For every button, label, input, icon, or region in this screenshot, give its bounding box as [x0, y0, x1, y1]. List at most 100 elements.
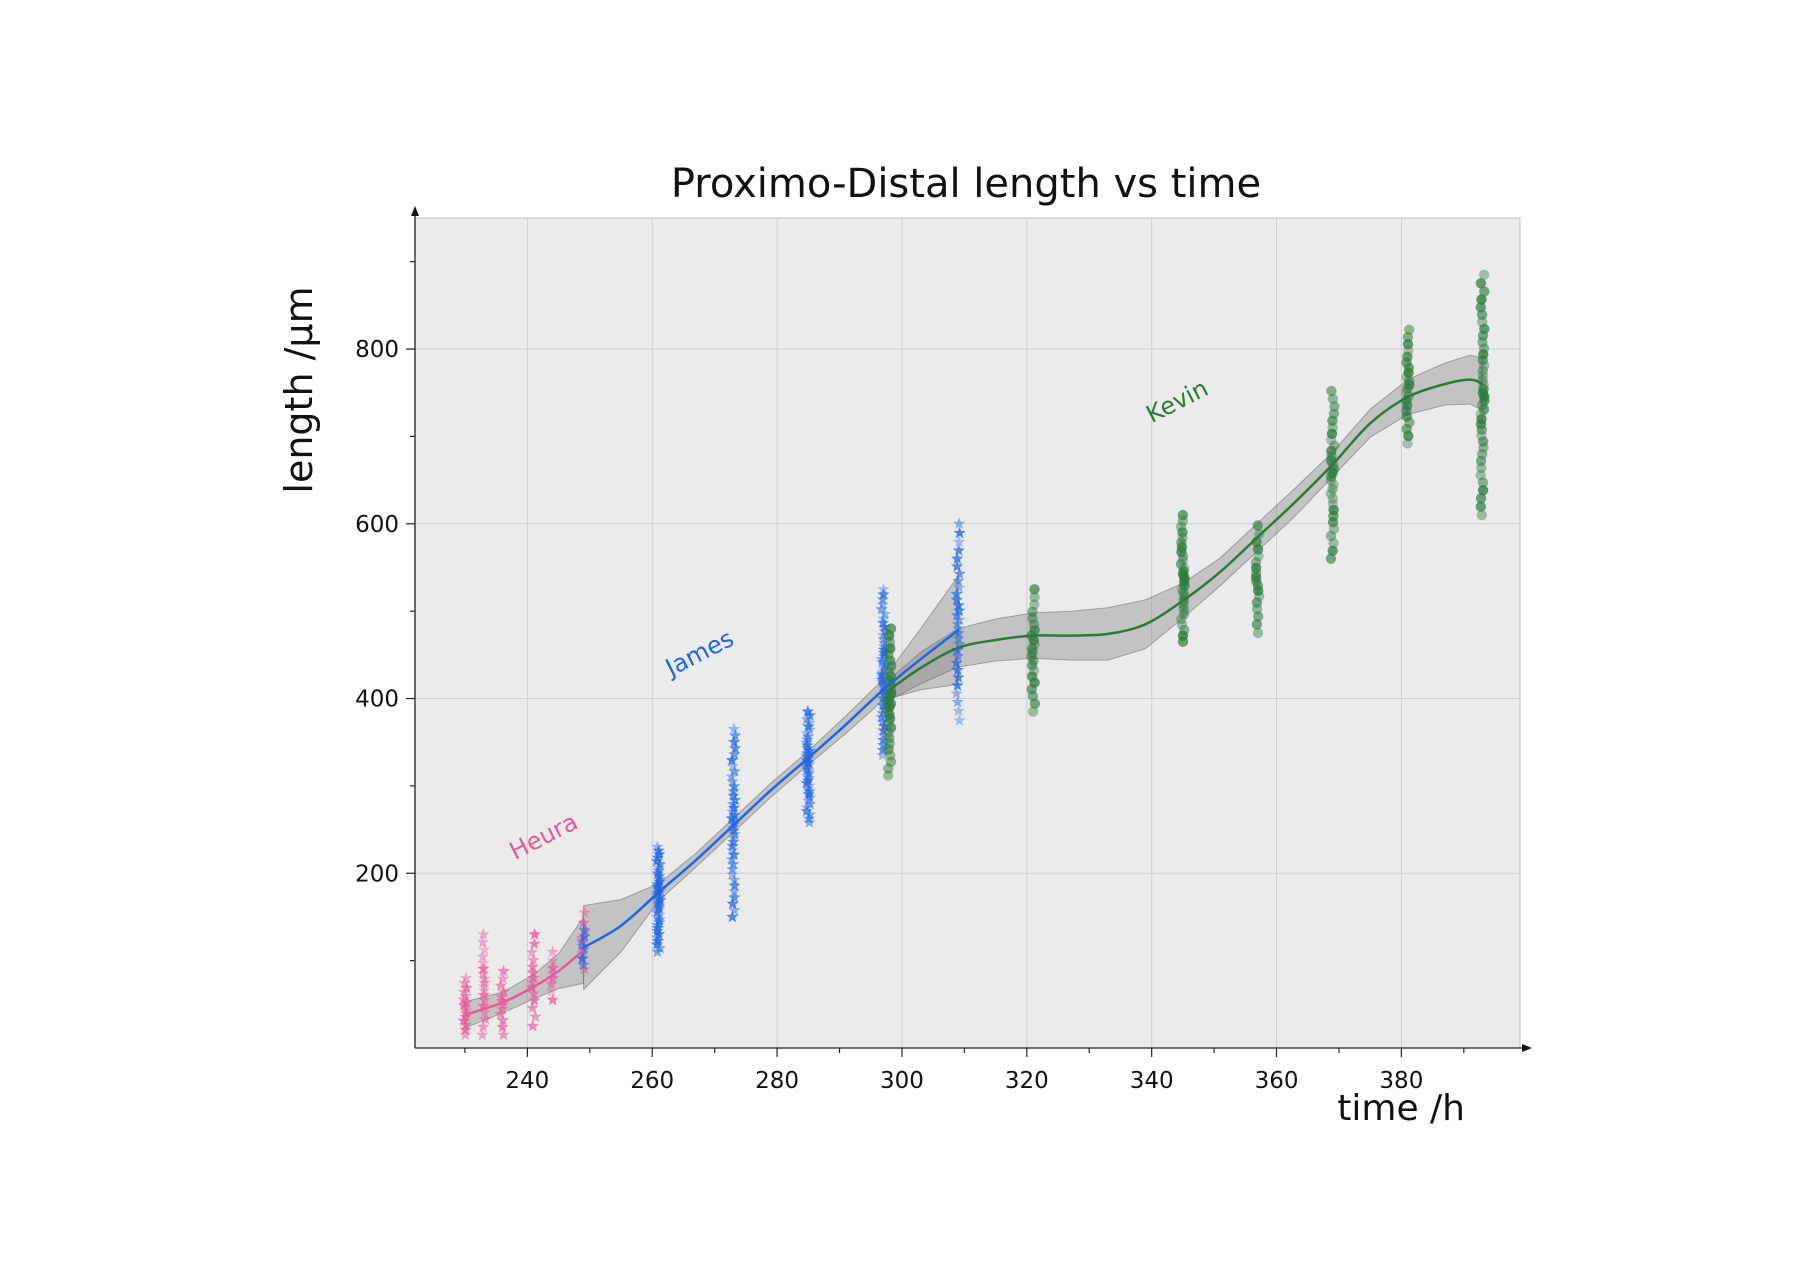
data-point	[478, 943, 491, 956]
data-point	[726, 759, 739, 772]
data-point	[953, 567, 966, 580]
data-point	[1327, 545, 1338, 556]
data-point	[950, 687, 963, 699]
y-axis-arrow	[411, 206, 419, 216]
data-point	[884, 732, 895, 744]
x-tick-label: 380	[1379, 1068, 1423, 1094]
data-point	[652, 844, 665, 856]
data-point	[652, 864, 665, 876]
data-point	[727, 784, 740, 797]
data-point	[1029, 592, 1040, 603]
data-point	[875, 668, 889, 680]
data-point	[1178, 604, 1189, 615]
chart-title: Proximo-Distal length vs time	[671, 161, 1261, 207]
data-point	[726, 897, 739, 910]
x-tick-label: 320	[1005, 1068, 1049, 1094]
data-point	[875, 602, 888, 615]
data-point	[876, 616, 890, 629]
data-point	[1479, 323, 1490, 335]
data-point	[577, 942, 591, 955]
data-point	[1402, 351, 1413, 362]
data-point	[526, 960, 539, 973]
data-point	[477, 999, 490, 1012]
data-point	[496, 1013, 509, 1026]
data-point	[1477, 316, 1488, 328]
fit-line-kevin	[888, 378, 1484, 691]
data-point	[800, 712, 813, 725]
data-point	[728, 765, 741, 777]
data-point	[802, 767, 815, 780]
data-point	[953, 637, 966, 650]
data-point	[459, 1010, 472, 1023]
data-point	[876, 748, 889, 761]
data-point	[876, 598, 889, 610]
data-point	[800, 761, 813, 774]
data-point	[653, 858, 667, 870]
data-point	[728, 885, 741, 897]
x-tick-label: 240	[505, 1068, 549, 1094]
data-point	[1404, 376, 1415, 387]
data-point	[803, 716, 816, 729]
data-point	[476, 950, 489, 962]
data-point	[950, 587, 963, 600]
data-point	[1328, 479, 1339, 490]
data-point	[576, 935, 589, 947]
data-point	[1329, 440, 1340, 451]
data-point	[802, 771, 816, 784]
data-point	[1402, 332, 1414, 343]
data-point	[1478, 404, 1490, 415]
data-point	[576, 937, 589, 949]
data-point	[801, 763, 814, 776]
data-point	[1476, 294, 1487, 305]
data-point	[728, 780, 741, 792]
data-point	[458, 976, 471, 989]
data-point	[478, 1006, 491, 1018]
data-point	[878, 607, 892, 620]
data-point	[1327, 499, 1339, 510]
data-point	[459, 1006, 472, 1019]
data-point	[877, 643, 891, 656]
data-point	[885, 671, 897, 682]
data-point	[728, 873, 741, 886]
data-point	[477, 1020, 490, 1033]
data-point	[459, 1003, 473, 1016]
data-point	[729, 729, 742, 741]
data-point	[950, 560, 964, 572]
data-point	[877, 588, 890, 600]
data-point	[477, 980, 491, 992]
data-point	[951, 695, 964, 708]
data-point	[1404, 324, 1415, 335]
data-point	[528, 937, 541, 950]
data-point	[1477, 365, 1489, 376]
x-tick-label: 300	[880, 1068, 924, 1094]
data-point	[727, 835, 740, 848]
data-point	[1176, 619, 1188, 630]
data-point	[525, 976, 539, 988]
data-point	[1251, 619, 1263, 630]
data-point	[876, 715, 889, 727]
data-point	[801, 782, 814, 794]
data-point	[1478, 349, 1489, 360]
data-point	[878, 719, 891, 732]
data-point	[578, 962, 591, 975]
data-point	[459, 1023, 472, 1036]
data-point	[1029, 599, 1040, 610]
data-point	[1026, 643, 1038, 654]
data-point	[527, 971, 540, 984]
data-point	[577, 916, 590, 929]
y-tick-label: 800	[355, 337, 399, 363]
data-point	[727, 857, 740, 870]
data-point	[546, 961, 560, 974]
data-point	[878, 624, 892, 637]
data-point	[725, 753, 739, 766]
data-point	[1026, 671, 1038, 682]
data-point	[546, 954, 560, 966]
data-point	[1179, 624, 1190, 636]
data-point	[800, 801, 814, 813]
data-point	[953, 713, 966, 726]
data-point	[1477, 436, 1489, 447]
data-point	[878, 639, 891, 652]
data-point	[803, 785, 816, 797]
data-point	[801, 774, 815, 786]
data-point	[804, 797, 817, 810]
